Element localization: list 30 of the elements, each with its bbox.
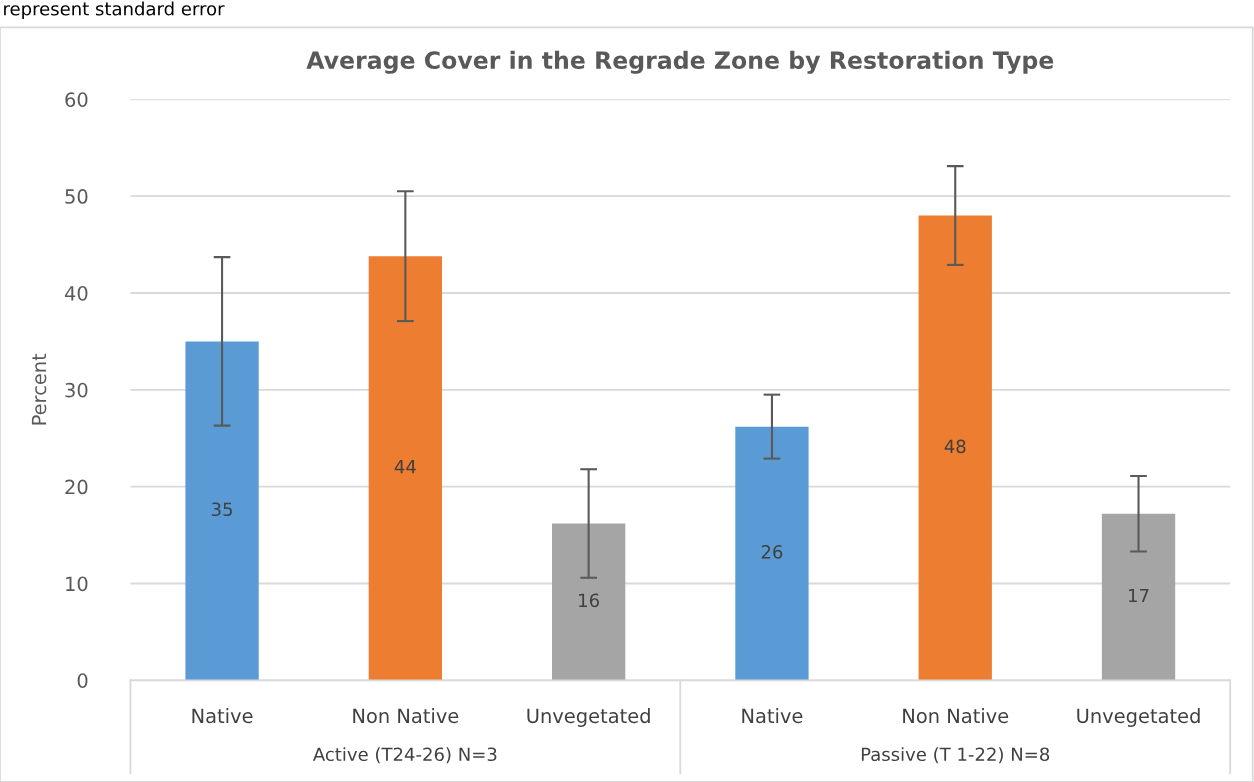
data-label: 26 xyxy=(761,545,783,559)
x-tick-label: Non Native xyxy=(903,708,1009,724)
y-tick-label: 40 xyxy=(64,285,88,301)
chart-title: Average Cover in the Regrade Zone by Restoration Type xyxy=(306,50,1054,74)
bar xyxy=(551,523,626,681)
y-tick-label: 60 xyxy=(65,92,88,107)
bar xyxy=(368,256,443,681)
bar xyxy=(1101,513,1176,681)
y-tick-label: 0 xyxy=(77,673,88,688)
x-tick-label: Native xyxy=(192,708,253,724)
data-label: 48 xyxy=(944,439,966,454)
data-label: 16 xyxy=(579,593,599,608)
y-tick-label: 20 xyxy=(65,479,88,495)
text: Active (T24-26) N=3 xyxy=(312,747,497,764)
y-tick-label: 50 xyxy=(65,189,88,204)
x-tick-label: Non Native xyxy=(353,708,459,724)
x-tick-label: Unvegetated xyxy=(527,708,650,727)
bar xyxy=(918,215,992,681)
text: represent standard error xyxy=(4,1,225,20)
x-tick-label: Native xyxy=(742,708,803,724)
y-tick-label: 10 xyxy=(66,576,88,592)
data-label: 35 xyxy=(211,502,232,517)
bar xyxy=(735,426,809,681)
y-tick-label: 30 xyxy=(65,382,88,398)
data-label: 44 xyxy=(394,460,416,474)
y-axis-title: Percent xyxy=(31,353,47,425)
text: Passive (T 1-22) N=8 xyxy=(861,747,1050,764)
data-label: 17 xyxy=(1129,588,1149,603)
x-tick-label: Unvegetated xyxy=(1077,708,1200,727)
bar xyxy=(185,341,259,681)
